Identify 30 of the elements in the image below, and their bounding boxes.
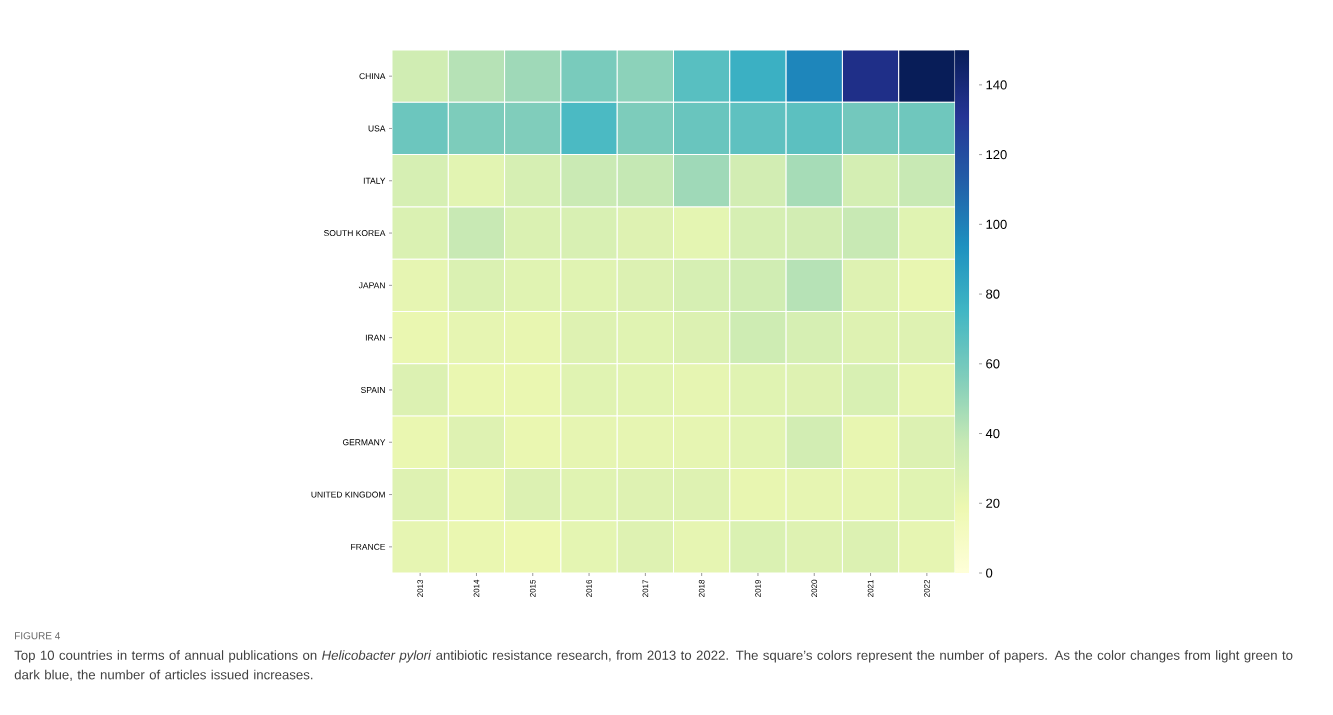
text: Top 10 countries in terms of annual publications on Helicobacter pylori antibiotic resistance research, from 2013 to 2022. The square’s colors represent the number of papers. As the color changes from light green to dark blue, the number of articles issued increases. bbox=[14, 650, 1293, 681]
x-tick-label: 2017 bbox=[642, 579, 649, 597]
x-tick-label: 2019 bbox=[755, 579, 761, 597]
y-tick-label: SOUTH KOREA bbox=[323, 230, 386, 237]
color-bar-label: 120 bbox=[986, 150, 1007, 160]
x-tick-label: 2021 bbox=[867, 579, 874, 597]
x-tick-label: 2016 bbox=[586, 579, 592, 597]
color-bar-label: 40 bbox=[985, 428, 1000, 439]
caption: FIGURE 4 bbox=[15, 632, 61, 640]
color-bar-label: 100 bbox=[986, 219, 1007, 229]
y-tick-label: USA bbox=[368, 125, 386, 132]
y-tick-label: GERMANY bbox=[342, 439, 386, 446]
y-tick-label: CHINA bbox=[359, 73, 386, 80]
y-tick-label: IRAN bbox=[365, 334, 385, 341]
color-bar-label: 0 bbox=[986, 568, 993, 578]
color-bar-label: 140 bbox=[986, 80, 1007, 90]
color-bar-label: 20 bbox=[986, 498, 1000, 508]
y-tick-label: JAPAN bbox=[358, 282, 385, 289]
color-bar-label: 60 bbox=[986, 359, 1000, 369]
y-tick-label: FRANCE bbox=[351, 543, 386, 550]
x-tick-label: 2018 bbox=[698, 579, 705, 597]
x-tick-label: 2013 bbox=[417, 579, 423, 597]
x-tick-label: 2014 bbox=[473, 579, 480, 597]
y-tick-label: SPAIN bbox=[360, 386, 385, 393]
y-tick-label: UNITED KINGDOM bbox=[311, 491, 385, 498]
x-tick-label: 2022 bbox=[924, 579, 930, 597]
y-tick-label: ITALY bbox=[363, 177, 386, 184]
color-bar-label: 80 bbox=[986, 289, 1000, 299]
x-tick-label: 2015 bbox=[529, 579, 536, 597]
x-tick-label: 2020 bbox=[811, 579, 818, 597]
